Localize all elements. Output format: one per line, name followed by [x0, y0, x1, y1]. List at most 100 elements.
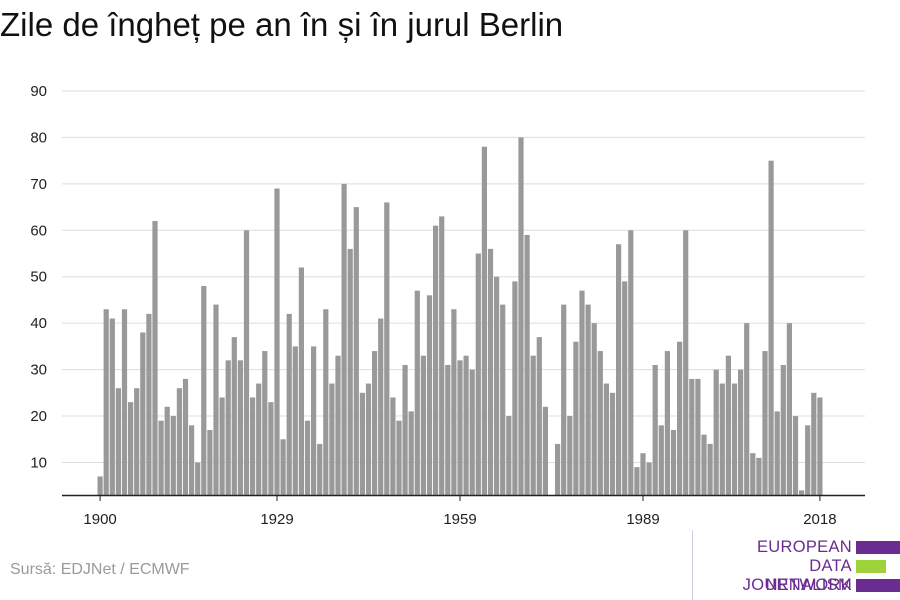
bar-2009: [762, 351, 768, 495]
y-tick-label: 80: [30, 129, 47, 146]
logo-bar-2: [856, 560, 886, 573]
bar-1993: [664, 351, 670, 495]
bar-2008: [756, 457, 762, 495]
bar-1927: [262, 351, 268, 495]
bar-2000: [707, 443, 713, 495]
y-tick-label: 40: [30, 315, 47, 332]
bar-1956: [439, 216, 445, 495]
bar-1920: [219, 397, 225, 495]
bar-1922: [231, 337, 237, 495]
bar-1903: [115, 388, 121, 495]
bar-1988: [634, 467, 640, 495]
bar-2004: [731, 383, 738, 495]
bar-1932: [292, 346, 298, 495]
bar-1978: [573, 341, 579, 495]
bar-1931: [286, 313, 292, 495]
bar-1982: [597, 351, 603, 495]
bar-1940: [341, 183, 347, 495]
bar-1908: [146, 313, 152, 495]
bar-1949: [396, 420, 402, 495]
bar-1937: [323, 309, 329, 495]
bar-1925: [250, 397, 256, 495]
x-tick-label: 1959: [443, 511, 476, 528]
bar-1906: [134, 388, 140, 495]
bar-1950: [402, 364, 408, 495]
bar-1977: [567, 416, 573, 495]
bar-1989: [640, 453, 646, 495]
bar-1959: [457, 360, 463, 495]
bar-1916: [195, 462, 201, 495]
bar-1991: [652, 364, 658, 495]
bar-1911: [164, 406, 170, 495]
y-tick-label: 60: [30, 222, 47, 239]
bar-1953: [420, 355, 426, 495]
bar-1963: [481, 146, 487, 495]
bar-1984: [609, 392, 616, 495]
y-tick-label: 30: [30, 362, 47, 379]
bar-1926: [256, 383, 262, 495]
bar-2010: [768, 160, 774, 495]
bar-2006: [744, 323, 750, 495]
bar-1969: [518, 137, 524, 495]
logo-line-3: NETWORK: [765, 576, 852, 594]
y-tick-label: 50: [30, 269, 47, 286]
bar-1968: [512, 281, 518, 495]
bar-2001: [713, 369, 719, 495]
bar-2014: [792, 416, 799, 495]
bar-1986: [622, 281, 628, 495]
bar-1962: [475, 253, 481, 495]
bar-2016: [805, 425, 811, 495]
bar-1907: [140, 332, 146, 495]
edjnet-logo: EUROPEAN DATA JOURNALISM NETWORK: [692, 530, 900, 600]
bar-1944: [365, 383, 372, 495]
source-note: Sursă: EDJNet / ECMWF: [10, 561, 190, 578]
bar-1933: [298, 267, 304, 495]
x-tick-label: 1929: [260, 511, 293, 528]
bar-1987: [628, 230, 634, 495]
bar-1958: [451, 309, 457, 495]
logo-bar-3: [856, 579, 900, 592]
bar-1952: [414, 290, 420, 495]
bar-2017: [811, 392, 817, 495]
bar-1948: [390, 397, 396, 495]
bar-1976: [561, 304, 567, 495]
bars: [97, 137, 823, 496]
bar-1964: [487, 248, 494, 495]
bar-1941: [347, 248, 353, 495]
bar-1905: [128, 402, 134, 495]
y-axis: 10 20 30 40 50 60 70 80 90: [30, 83, 47, 471]
bar-2012: [780, 364, 786, 495]
bar-1909: [152, 221, 158, 495]
bar-1970: [524, 234, 530, 495]
y-tick-label: 90: [30, 83, 47, 100]
bar-1914: [182, 378, 189, 495]
y-tick-label: 20: [30, 408, 47, 425]
bar-1923: [237, 360, 243, 495]
bar-1945: [372, 351, 378, 495]
x-axis: 1900 1929 1959 1989 2018: [62, 494, 865, 528]
logo-line-1: EUROPEAN: [756, 538, 852, 556]
logo-line-2: DATA JOURNALISM: [742, 557, 852, 594]
bar-1934: [304, 420, 311, 495]
x-tick-label: 1900: [83, 511, 116, 528]
bar-2015: [799, 490, 805, 495]
bar-2003: [725, 355, 731, 495]
logo-divider: [692, 530, 693, 600]
bar-1917: [201, 286, 207, 495]
bar-1954: [426, 295, 433, 495]
bar-1967: [506, 416, 512, 495]
bar-1960: [463, 355, 469, 495]
bar-1965: [494, 276, 500, 495]
bar-1992: [658, 425, 664, 495]
bar-1942: [353, 207, 359, 495]
x-tick-label: 2018: [803, 511, 836, 528]
bar-1998: [695, 378, 701, 495]
bar-1951: [408, 411, 414, 495]
bar-1981: [591, 323, 597, 495]
x-tick-label: 1989: [626, 511, 659, 528]
bar-1995: [677, 341, 683, 495]
bar-1994: [670, 429, 677, 495]
bar-1918: [207, 429, 213, 495]
y-tick-label: 70: [30, 176, 47, 193]
